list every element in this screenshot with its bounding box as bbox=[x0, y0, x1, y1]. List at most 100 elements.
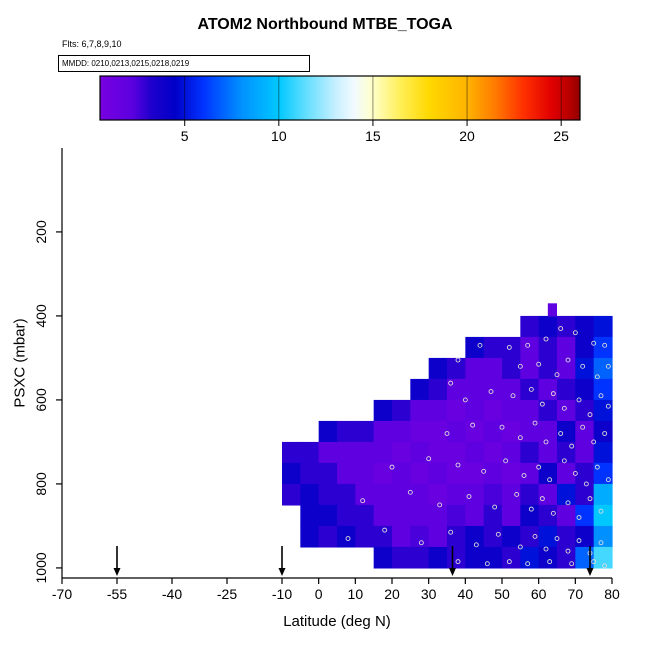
heatmap-cell bbox=[502, 399, 521, 422]
heatmap-cell bbox=[593, 315, 613, 338]
sample-marker bbox=[558, 326, 564, 331]
heatmap-cell bbox=[593, 399, 613, 422]
heatmap-cell bbox=[337, 483, 356, 506]
heatmap-cell bbox=[483, 462, 503, 485]
heatmap-cell bbox=[557, 525, 576, 548]
sample-marker bbox=[407, 489, 413, 495]
heatmap-cell bbox=[575, 546, 595, 569]
heatmap-cell bbox=[392, 399, 411, 422]
heatmap-cell bbox=[373, 525, 393, 548]
heatmap-cell bbox=[593, 378, 613, 401]
heatmap-cell bbox=[483, 483, 503, 506]
heatmap-cell bbox=[575, 441, 595, 464]
sample-marker bbox=[532, 533, 538, 539]
heatmap-cell bbox=[593, 441, 613, 464]
heatmap-cell bbox=[483, 504, 503, 527]
heatmap-cell bbox=[483, 420, 503, 443]
heatmap-cell bbox=[410, 504, 430, 527]
heatmap-cell bbox=[575, 462, 595, 485]
heatmap-cell bbox=[538, 315, 558, 338]
sample-marker bbox=[444, 431, 450, 436]
heatmap-cell bbox=[465, 525, 485, 548]
sample-marker bbox=[576, 397, 582, 403]
sample-marker bbox=[503, 458, 509, 464]
heatmap-cell bbox=[520, 483, 540, 506]
heatmap-cell bbox=[483, 525, 503, 548]
sample-marker bbox=[580, 424, 586, 430]
heatmap-cell bbox=[593, 462, 613, 485]
y-tick-label: 200 bbox=[33, 220, 49, 244]
heatmap-cell bbox=[410, 399, 430, 422]
heatmap-cell bbox=[410, 525, 430, 548]
sample-marker bbox=[360, 498, 366, 504]
heatmap-cell bbox=[520, 546, 540, 569]
heatmap-cell bbox=[557, 336, 576, 359]
heatmap-cell bbox=[337, 420, 356, 443]
heatmap-cell bbox=[337, 462, 356, 485]
heatmap-cell bbox=[483, 399, 503, 422]
heatmap-cell bbox=[373, 483, 393, 506]
heatmap-cell bbox=[557, 315, 576, 338]
flight-arrow-head bbox=[586, 568, 594, 576]
heatmap-cell bbox=[520, 420, 540, 443]
heatmap-cell bbox=[538, 336, 558, 359]
y-tick-label: 1000 bbox=[33, 552, 49, 583]
heatmap-cell bbox=[557, 399, 576, 422]
x-tick-label: 50 bbox=[494, 586, 510, 602]
x-tick-label: -10 bbox=[272, 586, 292, 602]
heatmap-cell bbox=[392, 462, 411, 485]
heatmap-cell bbox=[593, 504, 613, 527]
heatmap-cell bbox=[538, 483, 558, 506]
sample-marker bbox=[525, 561, 531, 567]
sample-marker bbox=[514, 491, 520, 497]
heatmap-cell bbox=[428, 462, 448, 485]
heatmap-cell bbox=[557, 546, 576, 569]
sample-marker bbox=[455, 357, 461, 363]
sample-marker bbox=[558, 431, 564, 436]
heatmap-cell bbox=[465, 462, 485, 485]
sample-marker bbox=[602, 342, 608, 348]
sample-marker bbox=[543, 546, 549, 552]
heatmap-cell bbox=[557, 420, 576, 443]
x-axis-title: Latitude (deg N) bbox=[283, 613, 391, 630]
sample-marker bbox=[591, 340, 597, 346]
heatmap-cell bbox=[428, 546, 448, 569]
heatmap-cell bbox=[593, 525, 613, 548]
sample-marker bbox=[492, 504, 498, 510]
heatmap-cell bbox=[520, 441, 540, 464]
sample-marker bbox=[389, 464, 395, 470]
sample-marker bbox=[605, 403, 611, 409]
sample-marker bbox=[547, 477, 553, 483]
heatmap-cell bbox=[428, 357, 448, 380]
sample-marker bbox=[598, 540, 604, 546]
heatmap-cell bbox=[465, 399, 485, 422]
sample-marker bbox=[591, 439, 597, 445]
heatmap-cell bbox=[300, 504, 320, 527]
heatmap-cell bbox=[502, 357, 521, 380]
colorbar-tick-label: 5 bbox=[181, 128, 189, 144]
heatmap-cell bbox=[355, 420, 375, 443]
sample-marker bbox=[517, 435, 523, 441]
heatmap-cell bbox=[575, 504, 595, 527]
heatmap-cell bbox=[318, 441, 338, 464]
heatmap-cell bbox=[373, 504, 393, 527]
heatmap-cell bbox=[318, 504, 338, 527]
heatmap-cell bbox=[483, 378, 503, 401]
heatmap-cell bbox=[282, 462, 301, 485]
flight-arrow-head bbox=[449, 568, 456, 576]
heatmap-cell bbox=[428, 378, 448, 401]
heatmap-cell bbox=[410, 378, 430, 401]
heatmap-cell bbox=[557, 357, 576, 380]
sample-marker bbox=[539, 401, 545, 407]
heatmap-cell bbox=[538, 378, 558, 401]
sample-marker bbox=[572, 330, 578, 336]
heatmap-cell bbox=[447, 525, 466, 548]
heatmap-cell bbox=[428, 420, 448, 443]
x-tick-label: 40 bbox=[458, 586, 474, 602]
sample-marker bbox=[594, 464, 600, 470]
heatmap-cell bbox=[465, 420, 485, 443]
heatmap-cell bbox=[447, 504, 466, 527]
heatmap-cell bbox=[373, 441, 393, 464]
heatmap-cell bbox=[575, 399, 595, 422]
sample-marker bbox=[572, 470, 578, 476]
